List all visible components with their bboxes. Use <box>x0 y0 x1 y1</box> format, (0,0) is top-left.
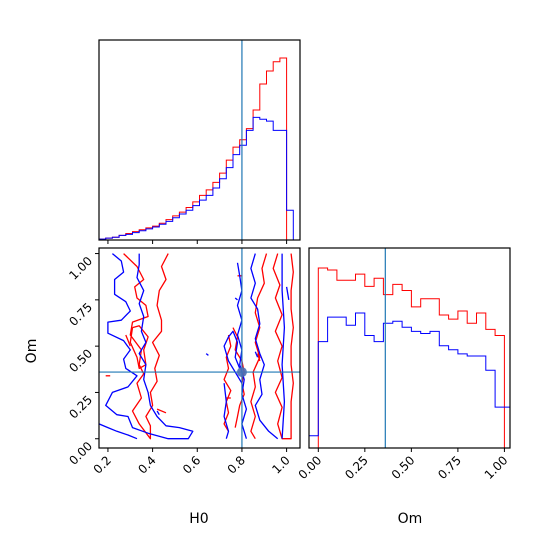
h0-hist-blue-series <box>99 116 300 240</box>
joint-truth-point <box>236 367 247 378</box>
joint-plot-area <box>99 248 300 448</box>
contour-blue-2 <box>250 253 279 440</box>
contour-blue-9 <box>234 297 238 301</box>
contour-red-0 <box>123 253 169 440</box>
joint-frame <box>98 247 301 449</box>
panel-h0-histogram <box>98 39 301 244</box>
x-axis-label-om: Om <box>398 511 423 527</box>
y-axis-label-om: Om <box>24 339 40 364</box>
contour-red-11 <box>256 353 261 362</box>
om-hist-blue-series <box>309 312 510 448</box>
x-axis-label-h0: H0 <box>189 511 208 527</box>
contour-blue-8 <box>205 353 209 356</box>
h0-hist-frame <box>98 39 301 241</box>
contour-blue-4 <box>223 330 243 384</box>
contour-red-2 <box>272 253 294 440</box>
om-hist-plot-area <box>309 248 510 448</box>
contour-blue-6 <box>281 253 286 439</box>
contour-blue-0 <box>105 253 194 440</box>
contour-blue-5 <box>223 383 230 439</box>
contour-red-9 <box>156 408 167 414</box>
contour-blue-11 <box>285 286 290 301</box>
contour-red-6 <box>223 334 232 432</box>
contour-blue-1 <box>99 423 138 440</box>
contour-blue-7 <box>156 410 160 416</box>
om-hist-frame <box>308 247 511 449</box>
contour-red-3 <box>250 253 268 440</box>
om-hist-red-series <box>309 267 510 448</box>
contour-red-7 <box>125 334 131 347</box>
contour-blue-10 <box>254 351 259 358</box>
h0-hist-red-series <box>99 57 300 240</box>
h0-hist-plot-area <box>99 40 300 240</box>
